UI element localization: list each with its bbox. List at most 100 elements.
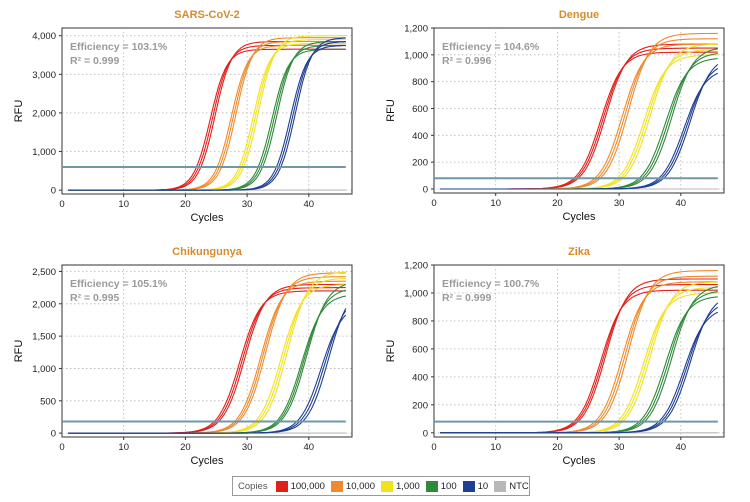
- series-line-1000-rep1: [440, 54, 718, 190]
- y-tick-label: 1,000: [404, 288, 428, 299]
- x-tick-label: 0: [59, 442, 64, 453]
- legend-swatch-10000: [330, 480, 343, 492]
- x-tick-label: 10: [118, 442, 129, 453]
- x-tick-label: 30: [614, 198, 625, 209]
- series-line-100-rep1: [440, 57, 718, 190]
- efficiency-annotation: Efficiency = 104.6%: [442, 41, 540, 53]
- y-tick-label: 200: [412, 158, 428, 169]
- series-line-10-rep1: [440, 311, 719, 434]
- y-tick-label: 200: [412, 400, 428, 411]
- legend-item-100000: 100,000: [275, 480, 325, 492]
- y-tick-label: 1,500: [32, 332, 56, 343]
- series-line-10000-rep1: [440, 281, 718, 434]
- series-line-10-rep3: [440, 63, 719, 190]
- plot-area: [62, 271, 347, 434]
- efficiency-annotation: Efficiency = 105.1%: [70, 278, 168, 290]
- x-tick-label: 20: [552, 442, 563, 453]
- series-line-10-rep3: [440, 302, 719, 434]
- series-line-10000-rep1: [68, 44, 346, 191]
- x-tick-label: 30: [242, 442, 253, 453]
- series-line-100000-rep1: [440, 51, 718, 190]
- legend-swatch-ntc: [494, 480, 507, 492]
- series-line-10-rep2: [440, 68, 719, 190]
- series-line-100000-rep2: [68, 44, 346, 191]
- figure: SARS-CoV-210 20 30 40001,0002,0003,0004,000…: [13, 9, 725, 467]
- series-line-1000-rep2: [440, 287, 718, 434]
- r-squared-annotation: R² = 0.995: [70, 292, 119, 304]
- series-line-100000-rep2: [440, 284, 718, 434]
- legend-swatch-10: [462, 480, 475, 492]
- series-line-10-rep3: [68, 37, 346, 191]
- x-tick-label: 30: [242, 199, 253, 210]
- series-line-100-rep1: [440, 296, 718, 434]
- x-axis-label: Cycles: [190, 212, 224, 224]
- legend-swatch-100000: [275, 480, 288, 492]
- x-tick-label: 20: [180, 442, 191, 453]
- x-tick-label: 40: [676, 198, 687, 209]
- y-tick-label: 1,000: [404, 50, 428, 61]
- plot-frame: [61, 264, 353, 438]
- series-line-1000-rep1: [440, 292, 718, 434]
- plot-frame: [433, 264, 725, 438]
- efficiency-annotation: Efficiency = 100.7%: [442, 278, 540, 290]
- y-tick-label: 600: [412, 104, 428, 115]
- x-tick-label: 40: [304, 442, 315, 453]
- series-line-10-rep1: [68, 45, 346, 191]
- y-tick-label: 400: [412, 372, 428, 383]
- legend-item-ntc: NTC: [494, 480, 529, 492]
- series-line-100-rep2: [68, 44, 346, 191]
- series-line-100-rep2: [440, 52, 718, 190]
- series-line-1000-rep2: [440, 49, 718, 190]
- y-tick-label: 400: [412, 131, 428, 142]
- series-line-10-rep3: [68, 308, 347, 434]
- efficiency-annotation: Efficiency = 103.1%: [70, 41, 168, 53]
- y-tick-label: 0: [423, 428, 428, 439]
- plot-area: [62, 35, 346, 191]
- chart-panel-3: Chikungunya 10 20 30 40 00 500 1,000 1,500 2,000 2…: [13, 246, 353, 467]
- legend: Copies 100,000 10,000 1,000 100 10 NTC: [232, 476, 530, 496]
- y-tick-label: 4,000: [32, 31, 56, 42]
- y-tick-label: 1,000: [32, 147, 56, 158]
- x-tick-label: 0: [431, 442, 436, 453]
- x-tick-label: 20: [552, 198, 563, 209]
- y-axis-label: RFU: [385, 99, 397, 122]
- x-tick-label: 20: [180, 199, 191, 210]
- x-tick-label: 0: [59, 199, 64, 210]
- y-tick-label: 500: [40, 396, 56, 407]
- series-line-100000-rep2: [440, 47, 718, 190]
- r-squared-annotation: R² = 0.999: [70, 55, 119, 67]
- y-tick-label: 2,500: [32, 267, 56, 278]
- chart-title: Chikungunya: [172, 246, 243, 258]
- x-axis-label: Cycles: [562, 211, 596, 223]
- y-tick-label: 0: [51, 429, 56, 440]
- y-tick-label: 1,200: [404, 24, 428, 35]
- x-axis-label: Cycles: [562, 455, 596, 467]
- series-line-10-rep2: [68, 310, 347, 434]
- legend-item-1000: 1,000: [380, 480, 420, 492]
- legend-swatch-100: [425, 480, 438, 492]
- series-line-1000-rep3: [440, 281, 718, 434]
- chart-title: Zika: [568, 246, 591, 258]
- plot-frame: [433, 27, 725, 194]
- y-tick-label: 800: [412, 316, 428, 327]
- y-tick-label: 3,000: [32, 70, 56, 81]
- chart-title: Dengue: [559, 9, 599, 21]
- y-tick-label: 0: [51, 186, 56, 197]
- x-tick-label: 10: [490, 198, 501, 209]
- y-tick-label: 2,000: [32, 299, 56, 310]
- y-tick-label: 1,000: [32, 364, 56, 375]
- x-tick-label: 10: [118, 199, 129, 210]
- x-tick-label: 40: [304, 199, 315, 210]
- plot-area: [434, 32, 719, 190]
- legend-item-10: 10: [462, 480, 488, 492]
- y-axis-label: RFU: [13, 100, 25, 123]
- plot-frame: [61, 27, 353, 195]
- legend-item-100: 100: [425, 480, 457, 492]
- series-line-10-rep2: [440, 306, 719, 434]
- y-tick-label: 1,200: [404, 261, 428, 272]
- chart-panel-1: SARS-CoV-2 10 20 30 40 00 1,000 2,000 3,000 4,000…: [13, 9, 353, 224]
- series-line-100-rep2: [440, 291, 718, 434]
- x-tick-label: 40: [676, 442, 687, 453]
